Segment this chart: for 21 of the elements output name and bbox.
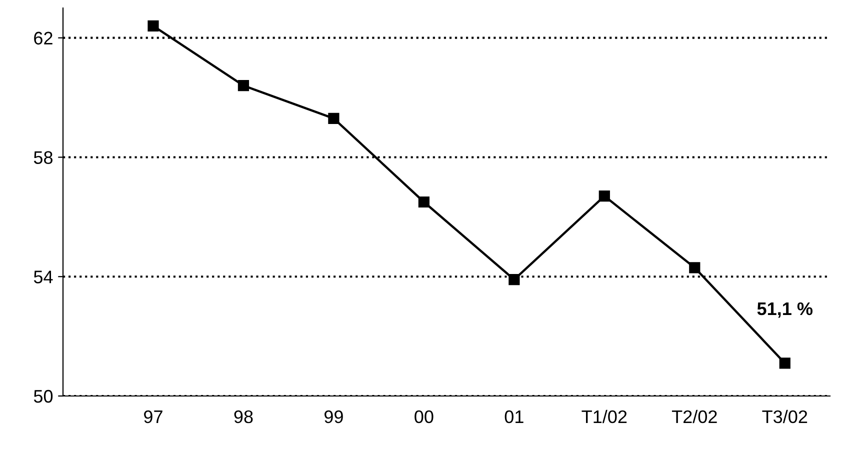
point (689, 262, 700, 274)
x-tick-label: 97 (144, 410, 162, 424)
x-tick-label: 99 (324, 410, 343, 424)
x-tick-label: T1/02 (582, 410, 627, 424)
point (418, 196, 430, 208)
point (328, 112, 340, 124)
point (779, 358, 790, 369)
x-tick-label: T3/02 (762, 410, 808, 424)
y-tick-label: 62 (34, 32, 52, 45)
y-tick-label: 50 (34, 390, 53, 403)
x-tick-label: 00 (414, 410, 434, 424)
x-tick-label: 98 (234, 410, 253, 424)
y-tick-label: 54 (34, 270, 53, 284)
point (598, 190, 610, 202)
point (508, 274, 520, 286)
x-tick-label: T2/02 (672, 410, 717, 424)
y-tick-label: 58 (34, 151, 52, 164)
point (238, 80, 250, 92)
point (148, 20, 159, 32)
x-tick-label: 01 (504, 410, 524, 424)
data-label: 51,1 % (757, 302, 813, 318)
